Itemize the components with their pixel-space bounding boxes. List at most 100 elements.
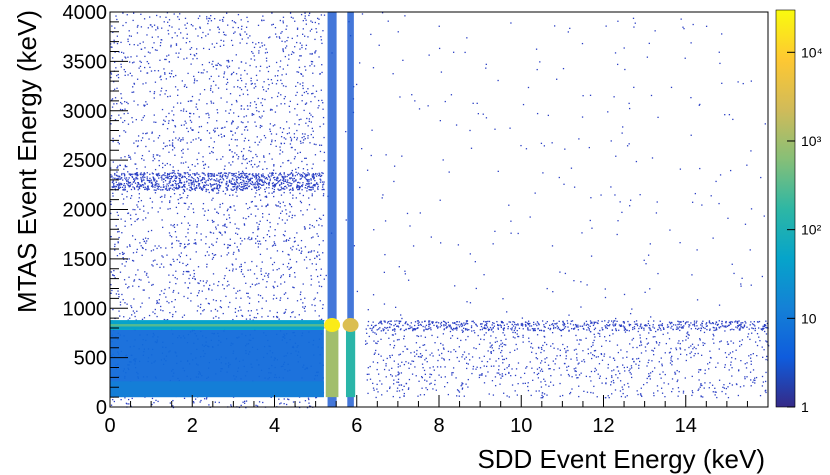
scatter-point <box>576 353 578 355</box>
scatter-point <box>292 401 295 403</box>
scatter-point <box>171 176 174 178</box>
scatter-point <box>141 154 144 157</box>
scatter-point <box>129 61 131 63</box>
scatter-point <box>505 357 508 360</box>
scatter-point <box>559 395 561 397</box>
scatter-point <box>537 322 539 324</box>
scatter-point <box>232 161 234 163</box>
scatter-point <box>256 110 258 112</box>
scatter-point <box>281 219 284 221</box>
scatter-point <box>200 138 202 141</box>
scatter-point <box>575 348 577 351</box>
scatter-point <box>160 263 163 265</box>
scatter-point <box>688 326 690 328</box>
scatter-point <box>483 355 485 357</box>
scatter-point <box>127 398 130 401</box>
scatter-point <box>623 322 625 324</box>
scatter-point <box>273 261 276 264</box>
scatter-point <box>522 341 524 343</box>
scatter-point <box>506 395 508 397</box>
scatter-point <box>383 303 386 305</box>
scatter-point <box>171 145 174 147</box>
scatter-point <box>280 194 283 196</box>
scatter-point <box>120 117 122 119</box>
scatter-point <box>167 176 169 178</box>
scatter-point <box>529 361 531 363</box>
scatter-point <box>124 100 126 103</box>
scatter-point <box>189 186 191 189</box>
scatter-point <box>274 75 276 77</box>
scatter-point <box>307 186 309 188</box>
scatter-point <box>231 263 233 265</box>
scatter-point <box>642 383 645 386</box>
scatter-point <box>140 179 143 181</box>
scatter-point <box>648 373 650 375</box>
scatter-point <box>110 115 113 117</box>
scatter-point <box>124 397 126 399</box>
scatter-point <box>693 346 695 348</box>
scatter-point <box>442 344 444 346</box>
scatter-point <box>627 382 629 385</box>
scatter-point <box>529 216 531 218</box>
scatter-point <box>174 187 177 189</box>
scatter-point <box>258 116 261 118</box>
scatter-point <box>210 20 213 22</box>
scatter-point <box>493 322 495 325</box>
scatter-point <box>404 15 406 17</box>
scatter-point <box>591 322 593 324</box>
scatter-point <box>159 59 161 61</box>
scatter-point <box>216 237 218 240</box>
scatter-point <box>287 159 290 162</box>
scatter-point <box>199 401 201 403</box>
scatter-point <box>227 67 229 69</box>
scatter-point <box>649 375 651 377</box>
scatter-point <box>604 288 606 290</box>
scatter-point <box>763 325 765 328</box>
scatter-point <box>276 95 279 98</box>
scatter-point <box>497 327 499 329</box>
scatter-point <box>593 321 595 323</box>
scatter-point <box>476 366 478 368</box>
scatter-point <box>211 184 213 186</box>
scatter-point <box>464 323 467 325</box>
scatter-point <box>427 105 429 107</box>
scatter-point <box>280 103 282 105</box>
scatter-point <box>170 196 172 198</box>
scatter-point <box>249 64 251 67</box>
scatter-point <box>309 53 311 55</box>
scatter-point <box>503 343 505 346</box>
scatter-point <box>287 262 290 265</box>
scatter-point <box>163 119 165 121</box>
scatter-point <box>623 321 625 323</box>
scatter-point <box>490 351 492 353</box>
scatter-point <box>316 173 318 175</box>
scatter-point <box>497 79 499 82</box>
scatter-point <box>249 105 251 107</box>
scatter-point <box>156 174 158 176</box>
scatter-point <box>193 273 196 275</box>
scatter-point <box>169 181 171 184</box>
scatter-point <box>440 321 443 324</box>
background-points <box>325 12 766 320</box>
scatter-point <box>570 358 572 360</box>
scatter-point <box>153 24 156 26</box>
scatter-point <box>294 20 296 22</box>
scatter-point <box>639 360 641 363</box>
scatter-point <box>311 174 313 176</box>
scatter-point <box>146 240 148 242</box>
scatter-point <box>417 355 420 358</box>
scatter-point <box>527 327 529 329</box>
scatter-point <box>620 395 623 398</box>
scatter-point <box>646 343 648 345</box>
scatter-point <box>262 181 264 184</box>
scatter-point <box>156 154 158 156</box>
scatter-point <box>293 52 295 54</box>
scatter-point <box>503 327 505 330</box>
scatter-point <box>239 306 241 308</box>
scatter-point <box>110 284 112 286</box>
scatter-point <box>242 401 244 403</box>
scatter-point <box>123 120 126 122</box>
scatter-point <box>227 246 229 249</box>
scatter-point <box>208 17 210 19</box>
scatter-point <box>455 350 457 353</box>
